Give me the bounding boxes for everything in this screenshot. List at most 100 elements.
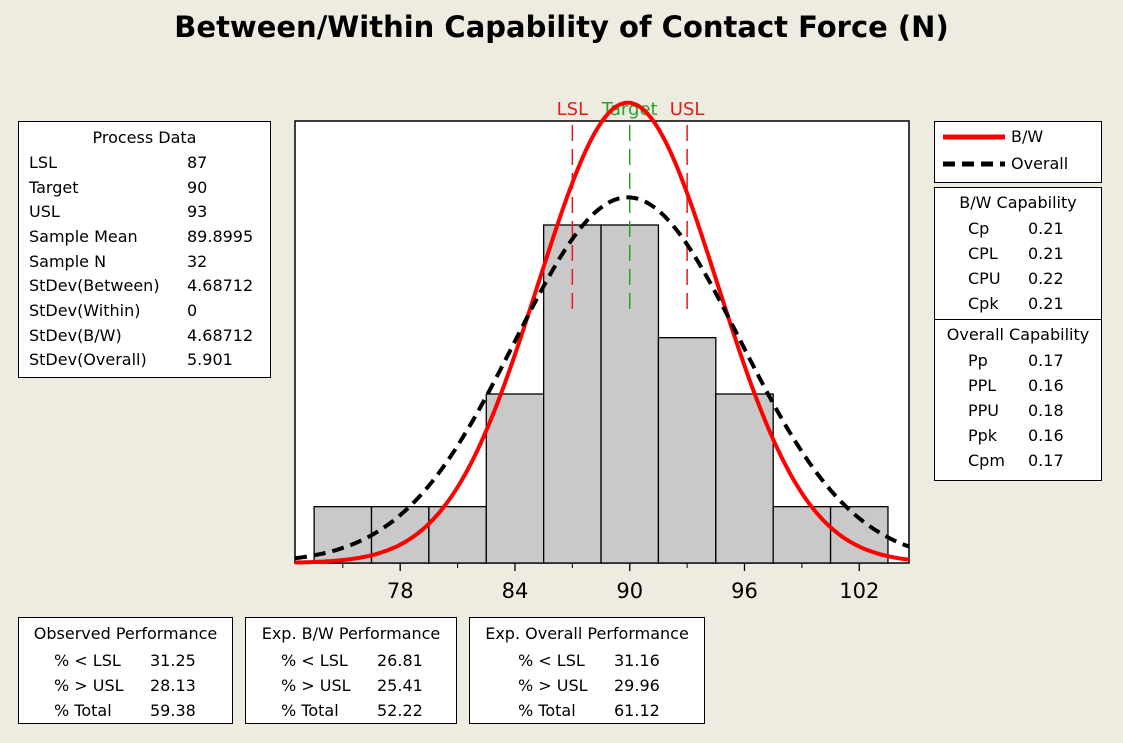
process-data-row-label: StDev(Overall): [29, 350, 147, 370]
overall-capability-header: Overall Capability: [946, 325, 1090, 344]
exp-bw-performance-row: % Total 52.22: [246, 698, 456, 723]
observed-performance-row-value: 31.25: [150, 651, 196, 670]
process-data-row-value: 87: [187, 152, 208, 172]
x-tick-label: 90: [616, 579, 643, 603]
process-data-row-label: LSL: [29, 152, 57, 172]
process-data-row: Target 90: [29, 175, 270, 200]
overall-capability-row-value: 0.17: [1028, 351, 1064, 370]
curve-overall: [294, 195, 910, 561]
exp-overall-performance-row-label: % Total: [518, 701, 576, 720]
process-data-row-value: 5.901: [187, 350, 233, 370]
exp-bw-performance-header: Exp. B/W Performance: [261, 624, 441, 643]
process-data-row-value: 89.8995: [187, 226, 254, 246]
spec-label-target: Target: [601, 99, 658, 120]
exp-bw-performance-row-value: 52.22: [377, 701, 423, 720]
spec-label-lsl: LSL: [557, 99, 588, 120]
overall-capability-row: Cpm 0.17: [935, 448, 1101, 473]
exp-overall-performance-row-label: % > USL: [518, 676, 588, 695]
overall-capability-row-label: PPL: [968, 376, 997, 395]
process-data-row-value: 4.68712: [187, 325, 254, 345]
legend-item-overall: Overall: [935, 154, 1068, 173]
process-data-row-label: StDev(Within): [29, 300, 141, 320]
exp-bw-performance-row-label: % Total: [281, 701, 339, 720]
process-data-row-label: USL: [29, 202, 60, 222]
x-tick-label: 84: [502, 579, 529, 603]
overall-capability-row: Ppk 0.16: [935, 423, 1101, 448]
bw-capability-row-value: 0.21: [1028, 244, 1064, 263]
overall-capability-row-label: Pp: [968, 351, 988, 370]
process-data-row-label: Sample N: [29, 251, 107, 271]
overall-capability-row-label: Ppk: [968, 426, 998, 445]
exp-bw-performance-row-value: 26.81: [377, 651, 423, 670]
overall-capability-row-label: PPU: [968, 401, 1000, 420]
process-data-row-label: Sample Mean: [29, 226, 138, 246]
overall-capability-row: Pp 0.17: [935, 348, 1101, 373]
exp-bw-performance-row-label: % < LSL: [281, 651, 348, 670]
bw-capability-row: CPL 0.21: [935, 241, 1101, 266]
process-data-row: StDev(B/W) 4.68712: [29, 323, 270, 348]
bw-capability-row-label: CPL: [968, 244, 998, 263]
overall-capability-row-value: 0.18: [1028, 401, 1064, 420]
legend-label-bw: B/W: [1011, 127, 1044, 146]
process-data-row-value: 4.68712: [187, 276, 254, 296]
exp-overall-performance-row-value: 31.16: [614, 651, 660, 670]
observed-performance-row-label: % < LSL: [54, 651, 121, 670]
x-tick-label: 96: [731, 579, 758, 603]
observed-performance-row: % > USL 28.13: [19, 673, 232, 698]
bw-capability-row-label: Cp: [968, 219, 990, 238]
process-data-row-label: Target: [29, 177, 79, 197]
process-data-header: Process Data: [92, 128, 197, 147]
observed-performance-row: % Total 59.38: [19, 698, 232, 723]
process-data-row-value: 0: [187, 300, 198, 320]
x-tick-label: 102: [839, 579, 879, 603]
bw-capability-row: CPU 0.22: [935, 266, 1101, 291]
observed-performance-row-value: 28.13: [150, 676, 196, 695]
histogram-bar: [715, 393, 774, 564]
exp-overall-performance-row: % < LSL 31.16: [470, 648, 704, 673]
histogram-bar: [772, 506, 832, 564]
exp-bw-performance-row: % < LSL 26.81: [246, 648, 456, 673]
overall-capability-row-label: Cpm: [968, 451, 1005, 470]
capability-divider: [935, 319, 1101, 320]
process-data-row: StDev(Within) 0: [29, 298, 270, 323]
exp-bw-performance-row: % > USL 25.41: [246, 673, 456, 698]
exp-overall-performance-panel: Exp. Overall Performance % < LSL 31.16 % >…: [469, 617, 705, 724]
observed-performance-row-value: 59.38: [150, 701, 196, 720]
histogram-bar: [485, 393, 545, 564]
process-data-row: LSL 87: [29, 150, 270, 175]
overall-capability-row-value: 0.16: [1028, 426, 1064, 445]
histogram-bar: [657, 337, 717, 564]
bw-capability-row: Cp 0.21: [935, 216, 1101, 241]
process-data-row: USL 93: [29, 199, 270, 224]
exp-overall-performance-row-value: 61.12: [614, 701, 660, 720]
process-data-row-value: 32: [187, 251, 208, 271]
bw-capability-row-label: Cpk: [968, 294, 999, 313]
legend-item-bw: B/W: [935, 127, 1043, 146]
process-data-panel: Process Data LSL 87 Target 90 USL 93 Sample Me…: [18, 121, 271, 378]
process-data-row: Sample Mean 89.8995: [29, 224, 270, 249]
process-data-row-label: StDev(B/W): [29, 325, 122, 345]
exp-overall-performance-row: % > USL 29.96: [470, 673, 704, 698]
observed-performance-header: Observed Performance: [33, 624, 218, 643]
exp-bw-performance-row-label: % > USL: [281, 676, 351, 695]
observed-performance-row-label: % > USL: [54, 676, 124, 695]
legend-label-overall: Overall: [1011, 154, 1069, 173]
bw-line-swatch: [943, 134, 1005, 139]
bw-capability-row-label: CPU: [968, 269, 1001, 288]
process-data-row: StDev(Overall) 5.901: [29, 348, 270, 373]
overall-capability-row-value: 0.17: [1028, 451, 1064, 470]
overall-capability-row: PPU 0.18: [935, 398, 1101, 423]
exp-overall-performance-header: Exp. Overall Performance: [485, 624, 689, 643]
exp-overall-performance-row-value: 29.96: [614, 676, 660, 695]
bw-capability-row-value: 0.21: [1028, 294, 1064, 313]
bw-capability-row-value: 0.21: [1028, 219, 1064, 238]
process-data-row-value: 90: [187, 177, 208, 197]
exp-bw-performance-panel: Exp. B/W Performance % < LSL 26.81 % > USL…: [245, 617, 457, 724]
process-data-row-value: 93: [187, 202, 208, 222]
process-data-row-label: StDev(Between): [29, 276, 160, 296]
capability-panel: B/W Capability Cp 0.21 CPL 0.21 CPU 0.22 Cpk 0.…: [934, 187, 1102, 481]
process-data-row: Sample N 32: [29, 249, 270, 274]
bw-capability-row-value: 0.22: [1028, 269, 1064, 288]
bw-capability-row: Cpk 0.21: [935, 291, 1101, 316]
